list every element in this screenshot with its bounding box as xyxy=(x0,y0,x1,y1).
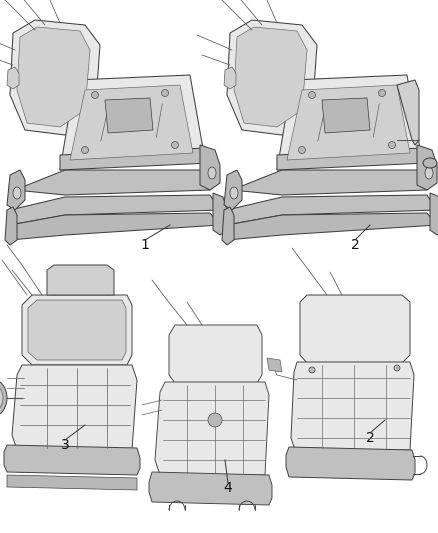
Polygon shape xyxy=(213,193,227,235)
Polygon shape xyxy=(227,213,437,240)
Polygon shape xyxy=(277,75,422,170)
Polygon shape xyxy=(397,80,419,145)
Circle shape xyxy=(299,147,305,154)
Ellipse shape xyxy=(230,187,238,199)
Text: 4: 4 xyxy=(224,481,233,495)
Circle shape xyxy=(309,367,315,373)
Polygon shape xyxy=(60,148,210,170)
Polygon shape xyxy=(22,295,132,365)
Polygon shape xyxy=(224,67,236,89)
Polygon shape xyxy=(417,145,437,190)
Polygon shape xyxy=(430,193,438,235)
Text: 2: 2 xyxy=(351,238,359,252)
Polygon shape xyxy=(4,445,140,475)
Polygon shape xyxy=(10,195,220,225)
Polygon shape xyxy=(286,447,415,480)
Polygon shape xyxy=(277,148,427,170)
Polygon shape xyxy=(105,98,153,133)
Circle shape xyxy=(172,141,179,149)
Polygon shape xyxy=(155,382,269,475)
Circle shape xyxy=(81,147,88,154)
Polygon shape xyxy=(47,265,114,295)
Polygon shape xyxy=(60,75,205,170)
Circle shape xyxy=(92,92,99,99)
Ellipse shape xyxy=(423,158,437,168)
Polygon shape xyxy=(300,295,410,363)
Polygon shape xyxy=(224,170,242,210)
Polygon shape xyxy=(70,85,193,160)
Circle shape xyxy=(378,90,385,96)
Ellipse shape xyxy=(425,167,433,179)
Polygon shape xyxy=(7,170,25,210)
Polygon shape xyxy=(10,20,100,135)
Circle shape xyxy=(308,92,315,99)
Polygon shape xyxy=(322,98,370,133)
Polygon shape xyxy=(267,358,282,372)
Text: 3: 3 xyxy=(60,438,69,452)
Polygon shape xyxy=(7,67,19,89)
Polygon shape xyxy=(287,85,410,160)
Polygon shape xyxy=(7,475,137,490)
Text: 2: 2 xyxy=(366,431,374,445)
Text: 1: 1 xyxy=(141,238,149,252)
Polygon shape xyxy=(149,472,272,505)
Ellipse shape xyxy=(0,384,3,412)
Polygon shape xyxy=(291,362,414,450)
Polygon shape xyxy=(200,145,220,190)
Polygon shape xyxy=(222,207,234,245)
Polygon shape xyxy=(234,27,307,127)
Polygon shape xyxy=(17,27,90,127)
Circle shape xyxy=(162,90,169,96)
Ellipse shape xyxy=(13,187,21,199)
Polygon shape xyxy=(10,213,220,240)
Polygon shape xyxy=(28,300,126,360)
Polygon shape xyxy=(12,365,137,450)
Circle shape xyxy=(208,413,222,427)
Polygon shape xyxy=(227,195,437,225)
Polygon shape xyxy=(15,170,210,195)
Polygon shape xyxy=(227,20,317,135)
Ellipse shape xyxy=(0,379,7,417)
Polygon shape xyxy=(169,325,262,383)
Ellipse shape xyxy=(208,167,216,179)
Circle shape xyxy=(394,365,400,371)
Polygon shape xyxy=(5,207,17,245)
Polygon shape xyxy=(232,170,427,195)
Circle shape xyxy=(389,141,396,149)
